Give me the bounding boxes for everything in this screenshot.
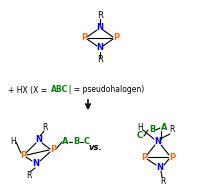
Text: B: B (73, 138, 79, 146)
Text: N: N (97, 23, 103, 33)
Text: N: N (35, 136, 43, 145)
Text: R: R (97, 12, 103, 20)
Text: H: H (137, 122, 143, 132)
Text: R: R (26, 171, 32, 180)
Text: ABC: ABC (51, 85, 68, 94)
Text: B: B (149, 125, 155, 135)
Text: R: R (160, 177, 166, 185)
Text: | = pseudohalogen): | = pseudohalogen) (64, 85, 144, 94)
Text: P: P (20, 150, 26, 160)
Text: N: N (32, 160, 39, 169)
Text: C: C (137, 132, 143, 140)
Text: A: A (161, 123, 167, 132)
Text: C: C (84, 138, 90, 146)
Text: P: P (141, 153, 147, 161)
Text: R: R (169, 125, 175, 135)
Text: P: P (81, 33, 87, 43)
Text: R: R (42, 122, 48, 132)
Text: R: R (97, 56, 103, 64)
Text: N: N (97, 43, 103, 53)
Text: P: P (169, 153, 175, 161)
Text: N: N (156, 163, 164, 173)
Text: N: N (154, 138, 162, 146)
Text: P: P (113, 33, 119, 43)
Text: H: H (10, 138, 16, 146)
Text: vs.: vs. (88, 143, 102, 153)
Text: P: P (50, 146, 56, 154)
Text: + HX (X =: + HX (X = (8, 85, 50, 94)
Text: A: A (62, 138, 68, 146)
